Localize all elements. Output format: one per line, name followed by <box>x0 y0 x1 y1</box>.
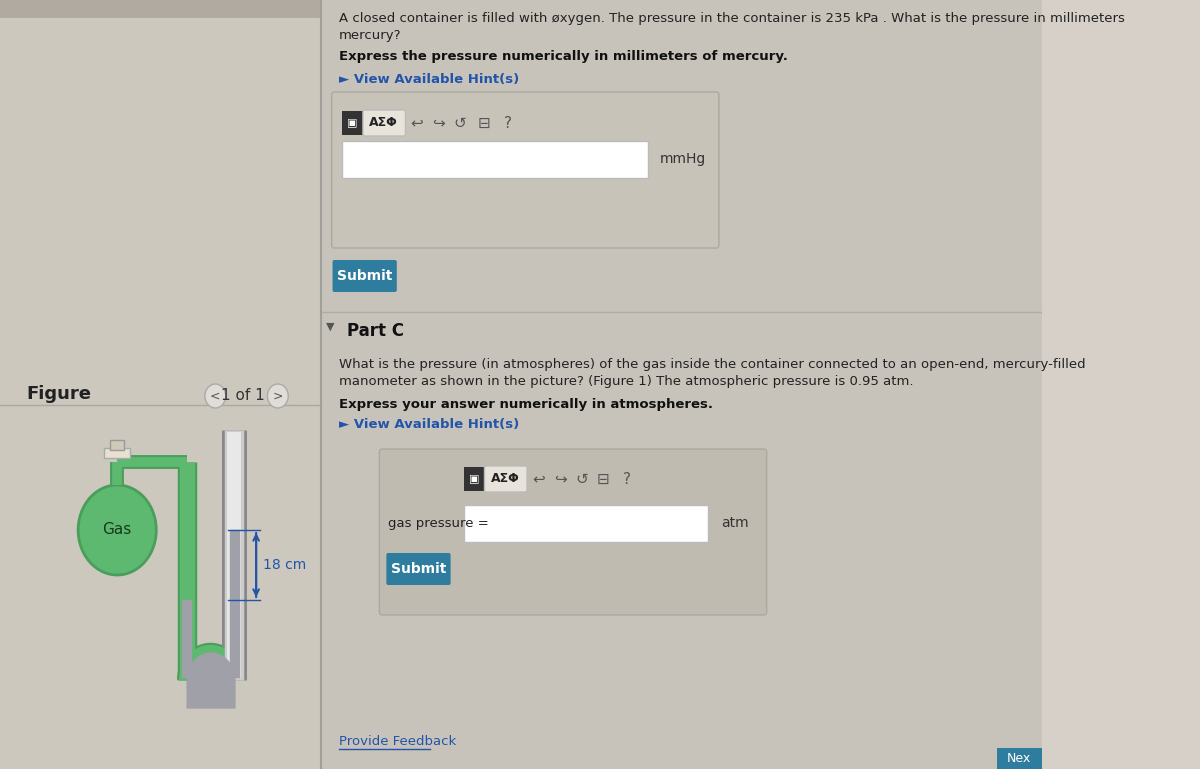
Text: ?: ? <box>623 471 631 487</box>
Text: ▣: ▣ <box>469 474 479 484</box>
Text: Express your answer numerically in atmospheres.: Express your answer numerically in atmos… <box>338 398 713 411</box>
Text: ► View Available Hint(s): ► View Available Hint(s) <box>338 73 518 86</box>
Text: Nex: Nex <box>1007 751 1032 764</box>
Text: ΑΣΦ: ΑΣΦ <box>370 116 398 129</box>
Text: atm: atm <box>721 516 749 530</box>
Text: Part C: Part C <box>347 322 404 340</box>
FancyBboxPatch shape <box>322 0 1042 769</box>
Text: A closed container is filled with øxygen. The pressure in the container is 235 k: A closed container is filled with øxygen… <box>338 12 1124 25</box>
Text: >: > <box>272 390 283 402</box>
FancyBboxPatch shape <box>342 141 648 178</box>
Text: 18 cm: 18 cm <box>263 558 306 572</box>
Text: ↩: ↩ <box>410 115 424 131</box>
Circle shape <box>268 384 288 408</box>
FancyBboxPatch shape <box>379 449 767 615</box>
Text: ↺: ↺ <box>454 115 467 131</box>
FancyBboxPatch shape <box>997 748 1042 769</box>
Text: ⊟: ⊟ <box>598 471 610 487</box>
FancyBboxPatch shape <box>362 110 406 136</box>
FancyBboxPatch shape <box>485 466 527 492</box>
Text: What is the pressure (in atmospheres) of the gas inside the container connected : What is the pressure (in atmospheres) of… <box>338 358 1085 371</box>
Text: ?: ? <box>504 115 512 131</box>
Text: <: < <box>210 390 221 402</box>
Text: 1 of 1: 1 of 1 <box>221 388 265 404</box>
Text: ΑΣΦ: ΑΣΦ <box>491 472 520 485</box>
FancyBboxPatch shape <box>386 553 451 585</box>
FancyBboxPatch shape <box>342 111 362 135</box>
Text: mercury?: mercury? <box>338 29 401 42</box>
Text: ↺: ↺ <box>575 471 588 487</box>
Text: Figure: Figure <box>26 385 91 403</box>
Text: Gas: Gas <box>102 522 132 538</box>
Text: mmHg: mmHg <box>660 152 706 166</box>
FancyBboxPatch shape <box>332 260 397 292</box>
FancyBboxPatch shape <box>463 467 485 491</box>
Text: ▼: ▼ <box>325 322 334 332</box>
Text: gas pressure =: gas pressure = <box>388 517 488 530</box>
FancyBboxPatch shape <box>104 448 131 458</box>
Circle shape <box>78 485 156 575</box>
Text: Submit: Submit <box>391 562 446 576</box>
FancyBboxPatch shape <box>331 92 719 248</box>
FancyBboxPatch shape <box>110 440 124 450</box>
Text: ↩: ↩ <box>532 471 545 487</box>
Text: Express the pressure numerically in millimeters of mercury.: Express the pressure numerically in mill… <box>338 50 787 63</box>
FancyBboxPatch shape <box>0 0 322 18</box>
Text: ▣: ▣ <box>347 118 358 128</box>
Text: Submit: Submit <box>337 269 392 283</box>
Text: manometer as shown in the picture? (Figure 1) The atmospheric pressure is 0.95 a: manometer as shown in the picture? (Figu… <box>338 375 913 388</box>
Text: ► View Available Hint(s): ► View Available Hint(s) <box>338 418 518 431</box>
FancyBboxPatch shape <box>463 505 708 542</box>
Text: ⊟: ⊟ <box>478 115 491 131</box>
Text: ↪: ↪ <box>553 471 566 487</box>
Text: ↪: ↪ <box>432 115 445 131</box>
Text: Provide Feedback: Provide Feedback <box>338 735 456 748</box>
FancyBboxPatch shape <box>0 0 322 769</box>
Circle shape <box>205 384 226 408</box>
